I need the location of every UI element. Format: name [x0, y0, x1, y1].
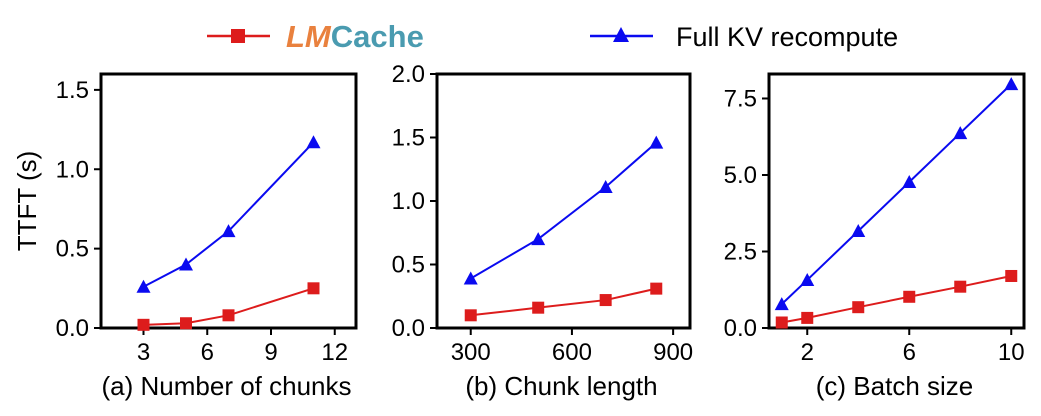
x-tick-label: 3	[137, 339, 150, 366]
x-axis-label: (b) Chunk length	[465, 371, 657, 401]
series-full-kv-recompute	[463, 135, 664, 285]
series-full-kv-recompute	[136, 135, 321, 293]
legend-item-full-kv-recompute: Full KV recompute	[590, 22, 898, 52]
data-point	[598, 180, 613, 194]
data-point	[221, 224, 236, 238]
series-lmcache	[137, 282, 320, 331]
x-axis-label: (c) Batch size	[816, 371, 974, 401]
data-point	[1004, 77, 1019, 91]
series-line	[143, 141, 315, 288]
brand-part-cache: Cache	[331, 19, 424, 54]
data-point	[800, 272, 815, 286]
series-line	[781, 274, 1012, 324]
data-point	[774, 297, 789, 311]
series-line	[143, 287, 314, 326]
data-point	[464, 309, 477, 322]
data-point	[902, 175, 917, 189]
y-tick-label: 7.5	[724, 85, 757, 112]
y-tick-label: 2.5	[724, 238, 757, 265]
data-point	[649, 135, 664, 149]
data-point	[852, 301, 865, 314]
y-tick-label: 0.5	[56, 236, 89, 263]
x-tick-label: 6	[903, 339, 916, 366]
data-point	[306, 135, 321, 149]
legend-marker-lmcache	[231, 29, 245, 43]
data-point	[532, 301, 545, 314]
legend-label-full-kv: Full KV recompute	[676, 22, 898, 52]
y-tick-label: 0.0	[724, 315, 757, 342]
x-tick-label: 900	[653, 339, 693, 366]
y-axis-label: TTFT (s)	[12, 151, 42, 252]
series-full-kv-recompute	[774, 77, 1019, 311]
data-point	[179, 257, 193, 271]
y-tick-label: 2.0	[392, 61, 425, 88]
data-point	[1005, 269, 1018, 282]
brand-part-lm: LM	[286, 19, 332, 54]
data-point	[775, 316, 788, 329]
data-point	[953, 126, 968, 140]
data-point	[851, 223, 866, 237]
y-tick-label: 1.0	[392, 188, 425, 215]
series-line	[781, 83, 1012, 305]
x-tick-label: 6	[201, 339, 214, 366]
data-point	[463, 271, 478, 285]
legend-item-lmcache: LMCache	[207, 19, 424, 54]
series-line	[470, 287, 657, 317]
y-tick-label: 0.0	[392, 315, 425, 342]
data-point	[954, 280, 967, 293]
y-tick-label: 1.0	[56, 156, 89, 183]
y-tick-label: 1.5	[56, 77, 89, 104]
series-line	[470, 141, 657, 280]
series-lmcache	[464, 282, 663, 322]
data-point	[903, 290, 916, 303]
data-point	[307, 282, 320, 295]
data-point	[531, 232, 546, 246]
y-tick-label: 5.0	[724, 162, 757, 189]
data-point	[801, 311, 814, 324]
x-tick-label: 12	[321, 339, 348, 366]
plot-frame	[767, 72, 1026, 330]
data-point	[222, 309, 235, 322]
y-tick-label: 0.0	[56, 315, 89, 342]
legend: LMCache Full KV recompute	[207, 19, 898, 54]
x-axis-label: (a) Number of chunks	[102, 371, 352, 401]
y-tick-label: 0.5	[392, 252, 425, 279]
series-lmcache	[775, 269, 1018, 329]
legend-label-lmcache: LMCache	[286, 19, 424, 54]
plot-frame	[99, 72, 358, 330]
data-point	[136, 279, 151, 293]
data-point	[599, 294, 612, 307]
data-point	[137, 318, 150, 331]
data-point	[650, 282, 663, 295]
x-tick-label: 2	[801, 339, 814, 366]
y-tick-label: 1.5	[392, 125, 425, 152]
x-tick-label: 300	[451, 339, 491, 366]
x-tick-label: 600	[552, 339, 592, 366]
data-point	[180, 317, 192, 330]
panel-1: 3 6 9 12 0.0 0.5 1.0 1.5 (a) Number of chunks TTF…	[12, 72, 358, 401]
panel-3: 2 6 10 0.0 2.5 5.0 7.5 (c) Batch size	[724, 72, 1026, 401]
x-tick-label: 9	[264, 339, 277, 366]
x-tick-label: 10	[998, 339, 1025, 366]
legend-marker-full-kv	[613, 27, 629, 42]
panel-2: 300 600 900 0.0 0.5 1.0 1.5 2.0 (b) Chunk length	[392, 61, 694, 401]
